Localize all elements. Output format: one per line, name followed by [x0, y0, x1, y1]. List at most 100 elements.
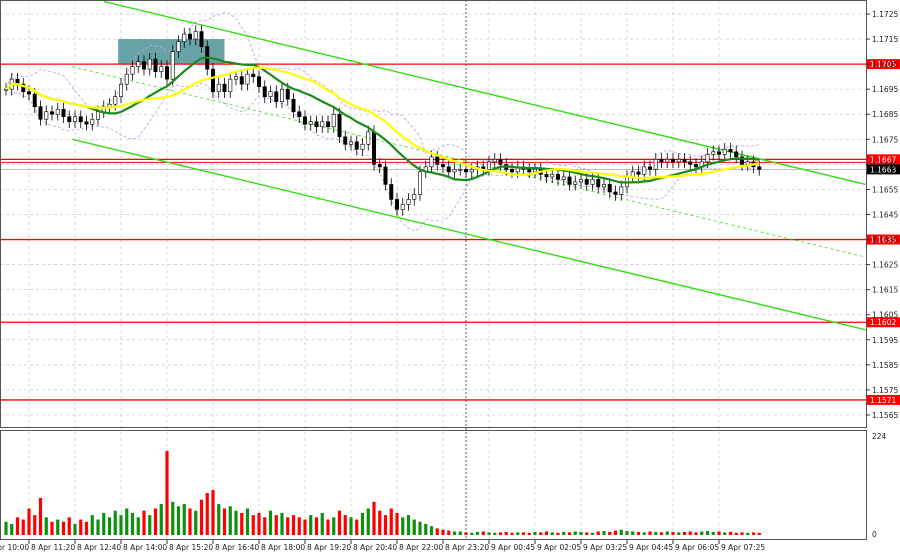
candle: [676, 159, 681, 163]
volume-bar: [176, 506, 181, 535]
volume-bar: [452, 531, 457, 535]
volume-bar: [153, 508, 158, 535]
volume-bar: [550, 532, 554, 535]
candle: [159, 66, 164, 72]
x-tick-label: 8 Apr 16:40: [215, 543, 259, 552]
volume-bar: [665, 531, 669, 535]
candle: [636, 171, 641, 175]
y-tick-label: 1.1565: [872, 411, 898, 420]
level-label: 1.1635: [870, 236, 896, 245]
volume-bar: [257, 512, 261, 535]
level-label: 1.1571: [870, 396, 896, 405]
volume-bar: [79, 519, 83, 535]
y-tick-label: 1.1725: [872, 10, 898, 19]
volume-bar: [746, 532, 750, 535]
x-tick-label: 9 Apr 07:25: [721, 543, 765, 552]
volume-bar: [504, 531, 508, 535]
volume-bar: [130, 512, 135, 535]
volume-bar: [625, 531, 629, 535]
volume-bar: [567, 532, 572, 535]
volume-bar: [274, 515, 278, 535]
volume-bar: [10, 523, 14, 535]
candle: [297, 111, 302, 118]
candle: [124, 73, 129, 85]
candle: [199, 31, 204, 47]
level-label: 1.1602: [870, 318, 896, 327]
volume-bar: [441, 529, 445, 535]
volume-bar: [286, 517, 290, 535]
candle: [757, 166, 762, 170]
bollinger-upper: [5, 12, 760, 177]
candle: [653, 159, 658, 170]
y-tick-label: 1.1665: [872, 160, 898, 169]
volume-bar: [728, 531, 733, 535]
candle: [147, 58, 152, 70]
candle: [354, 141, 359, 150]
candle: [452, 169, 457, 173]
volume-bar: [15, 517, 20, 535]
candle: [739, 156, 744, 165]
candle: [647, 166, 652, 170]
volume-bar: [401, 517, 405, 535]
candle: [216, 83, 221, 92]
price-axis[interactable]: 1.1725 1.1715 1.1705 1.1695 1.1685 1.1675 1.16…: [866, 10, 898, 420]
candle: [67, 116, 72, 123]
price-levels: 1.1705 1.1667 1.1635 1.1602 1.1571 1.1663: [0, 59, 900, 405]
candle: [383, 166, 388, 185]
volume-bar: [636, 531, 641, 535]
candle: [371, 131, 376, 165]
volume-bar: [642, 532, 646, 535]
volume-bar: [182, 504, 186, 535]
time-axis[interactable]: 8 Apr 10:008 Apr 11:208 Apr 12:408 Apr 1…: [0, 540, 765, 552]
candle: [291, 98, 296, 113]
volume-bar: [694, 532, 698, 535]
volume-bar: [700, 531, 704, 535]
candle: [584, 179, 589, 185]
x-tick-label: 8 Apr 11:20: [31, 543, 75, 552]
volume-bar: [521, 532, 526, 535]
candle: [239, 76, 244, 85]
candle: [222, 83, 227, 92]
volume-bar: [360, 512, 365, 535]
candle: [38, 106, 43, 120]
candle: [590, 179, 595, 185]
candle: [596, 179, 601, 188]
volume-bar: [717, 531, 721, 535]
candle: [573, 181, 578, 185]
candle: [665, 159, 670, 163]
candle: [463, 169, 468, 173]
volume-bar: [343, 515, 347, 535]
volume-bar: [418, 521, 422, 535]
y-tick-label: 1.1575: [872, 386, 898, 395]
volume-bar: [498, 532, 503, 535]
candle: [302, 116, 307, 125]
candle: [607, 184, 612, 193]
volume-bar: [654, 531, 658, 535]
volume-bar: [389, 508, 393, 535]
candle: [262, 86, 267, 97]
candle: [532, 169, 537, 173]
candle: [659, 159, 664, 163]
candle: [366, 131, 371, 145]
trend-line: [71, 138, 866, 331]
volume-bar: [751, 532, 756, 535]
candle: [96, 111, 101, 120]
candle: [268, 91, 273, 97]
volume-bar: [159, 504, 163, 535]
candle: [711, 151, 716, 155]
volume-bar: [251, 515, 255, 535]
volume-bar: [533, 531, 537, 535]
candle: [78, 116, 83, 123]
candle: [182, 33, 187, 42]
volume-bar: [711, 531, 715, 535]
candle: [188, 33, 193, 40]
volume-bar: [291, 515, 296, 535]
volume-bar: [263, 517, 267, 535]
volume-bar: [171, 501, 175, 535]
candle: [348, 141, 353, 145]
candle: [234, 76, 239, 80]
volume-bar: [113, 510, 117, 535]
candle: [429, 156, 434, 168]
x-tick-label: 9 Apr 02:05: [537, 543, 581, 552]
